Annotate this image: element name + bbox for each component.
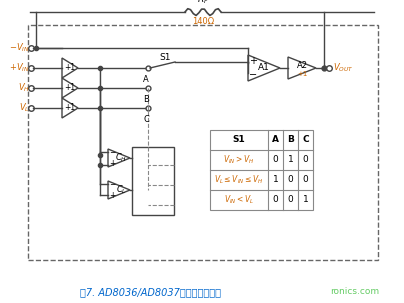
- Text: S1: S1: [159, 54, 171, 62]
- Text: $V_L$: $V_L$: [19, 102, 30, 114]
- Text: −: −: [109, 148, 115, 158]
- Text: 1: 1: [303, 195, 308, 205]
- Text: +: +: [109, 158, 115, 168]
- Text: $V_{IN}>V_H$: $V_{IN}>V_H$: [223, 154, 255, 166]
- Text: 1: 1: [288, 155, 293, 165]
- Text: 140Ω: 140Ω: [192, 17, 214, 26]
- Text: $R_F$: $R_F$: [197, 0, 209, 6]
- Text: 0: 0: [303, 155, 308, 165]
- Text: S1: S1: [233, 135, 245, 145]
- Text: A1: A1: [258, 64, 270, 72]
- Text: $V_L{\leq}V_{IN}{\leq}V_H$: $V_L{\leq}V_{IN}{\leq}V_H$: [215, 174, 264, 186]
- Text: A: A: [272, 135, 279, 145]
- Text: ronics.com: ronics.com: [330, 288, 379, 297]
- Text: B: B: [143, 95, 149, 104]
- Text: $+V_{IN}$: $+V_{IN}$: [9, 62, 30, 74]
- Text: 0: 0: [273, 155, 278, 165]
- Text: $C_H$: $C_H$: [115, 152, 127, 164]
- Text: +1: +1: [64, 104, 76, 112]
- Text: $V_{IN}<V_L$: $V_{IN}<V_L$: [224, 194, 254, 206]
- Text: B: B: [287, 135, 294, 145]
- Text: −: −: [249, 70, 257, 80]
- Text: A: A: [143, 75, 149, 84]
- Text: 图7. AD8036/AD8037箝位放大器系统: 图7. AD8036/AD8037箝位放大器系统: [80, 287, 221, 297]
- Text: 1: 1: [273, 175, 278, 185]
- Text: $C_L$: $C_L$: [116, 184, 126, 196]
- Text: C: C: [302, 135, 309, 145]
- Text: +: +: [249, 56, 257, 66]
- Text: $V_H$: $V_H$: [18, 82, 30, 94]
- Text: +: +: [109, 191, 115, 199]
- Text: −: −: [109, 181, 115, 189]
- Text: C: C: [143, 115, 149, 124]
- Bar: [28, 25, 378, 260]
- Text: +1: +1: [297, 71, 307, 77]
- Bar: [132, 147, 174, 215]
- Text: +1: +1: [64, 64, 76, 72]
- Bar: [210, 130, 313, 210]
- Text: 0: 0: [288, 175, 293, 185]
- Text: $V_{OUT}$: $V_{OUT}$: [333, 62, 354, 74]
- Text: $-V_{IN}$: $-V_{IN}$: [9, 42, 30, 54]
- Text: 0: 0: [273, 195, 278, 205]
- Text: A2: A2: [297, 62, 307, 71]
- Text: +1: +1: [64, 84, 76, 92]
- Text: 0: 0: [303, 175, 308, 185]
- Text: 0: 0: [288, 195, 293, 205]
